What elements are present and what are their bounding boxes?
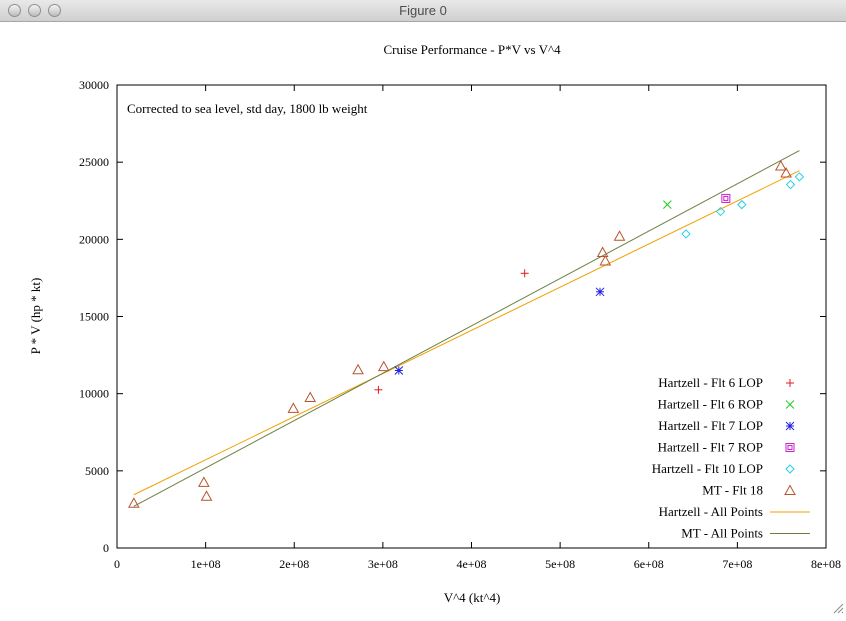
y-axis-label: P * V (hp * kt) bbox=[28, 278, 43, 355]
legend-marker bbox=[784, 484, 796, 495]
data-point bbox=[721, 193, 731, 203]
fit-lines bbox=[133, 150, 800, 507]
legend-marker bbox=[785, 421, 795, 431]
y-tick-label: 10000 bbox=[79, 387, 109, 401]
chart-svg: Cruise Performance - P*V vs V^4 Correcte… bbox=[28, 42, 841, 605]
data-point bbox=[304, 391, 317, 403]
x-tick-label: 8e+08 bbox=[811, 557, 841, 571]
data-point bbox=[374, 385, 383, 394]
axes: 0 1e+08 2e+08 3e+08 4e+08 5e+08 6e+08 7e+08 8e+0… bbox=[79, 78, 841, 571]
resize-grip-icon[interactable] bbox=[832, 602, 844, 614]
data-point bbox=[737, 199, 747, 210]
x-tick-label: 6e+08 bbox=[634, 557, 664, 571]
data-point bbox=[785, 179, 796, 190]
legend-marker bbox=[786, 379, 794, 387]
legend-label: Hartzell - Flt 10 LOP bbox=[652, 461, 763, 476]
data-point bbox=[599, 254, 612, 266]
data-point bbox=[394, 366, 404, 375]
minimize-window-button[interactable] bbox=[28, 4, 41, 17]
x-tick-label: 0 bbox=[114, 557, 120, 571]
x-tick-label: 7e+08 bbox=[722, 557, 752, 571]
data-point bbox=[127, 497, 140, 508]
legend: Hartzell - Flt 6 LOP Hartzell - Flt 6 ROP… bbox=[652, 375, 810, 541]
data-points bbox=[127, 159, 805, 508]
data-point bbox=[715, 206, 726, 217]
data-point bbox=[200, 490, 213, 501]
x-tick-label: 3e+08 bbox=[368, 557, 398, 571]
data-point bbox=[774, 159, 787, 171]
fit-line bbox=[133, 150, 800, 507]
legend-label: MT - All Points bbox=[681, 526, 763, 541]
y-tick-label: 5000 bbox=[85, 464, 109, 478]
plot-area: Cruise Performance - P*V vs V^4 Correcte… bbox=[0, 22, 846, 616]
data-point bbox=[794, 172, 805, 182]
y-tick-label: 20000 bbox=[79, 232, 109, 246]
data-point bbox=[352, 363, 364, 375]
chart-annotation: Corrected to sea level, std day, 1800 lb… bbox=[127, 101, 368, 116]
legend-label: Hartzell - Flt 7 LOP bbox=[658, 418, 763, 433]
data-point bbox=[780, 166, 792, 178]
legend-label: Hartzell - Flt 6 LOP bbox=[658, 375, 763, 390]
legend-label: Hartzell - Flt 6 ROP bbox=[658, 397, 763, 412]
window-titlebar: Figure 0 bbox=[0, 0, 846, 22]
fit-line bbox=[133, 170, 800, 496]
data-point bbox=[377, 360, 390, 372]
x-tick-label: 1e+08 bbox=[191, 557, 221, 571]
chart-title: Cruise Performance - P*V vs V^4 bbox=[383, 42, 561, 57]
legend-label: MT - Flt 18 bbox=[702, 483, 763, 498]
y-tick-label: 25000 bbox=[79, 155, 109, 169]
data-point bbox=[595, 287, 605, 297]
data-point bbox=[681, 229, 691, 239]
data-point bbox=[520, 269, 529, 278]
data-point bbox=[596, 246, 609, 257]
legend-label: Hartzell - All Points bbox=[659, 504, 763, 519]
close-window-button[interactable] bbox=[8, 4, 21, 17]
window-title: Figure 0 bbox=[399, 3, 447, 18]
legend-marker bbox=[785, 464, 795, 474]
data-point bbox=[663, 200, 672, 209]
x-tick-label: 5e+08 bbox=[545, 557, 575, 571]
y-tick-label: 15000 bbox=[79, 310, 109, 324]
x-tick-label: 4e+08 bbox=[456, 557, 486, 571]
zoom-window-button[interactable] bbox=[48, 4, 61, 17]
legend-marker bbox=[785, 443, 795, 452]
x-axis-label: V^4 (kt^4) bbox=[444, 590, 501, 605]
data-point bbox=[287, 402, 300, 413]
x-tick-label: 2e+08 bbox=[279, 557, 309, 571]
data-point bbox=[198, 476, 210, 487]
legend-marker bbox=[785, 400, 795, 409]
y-tick-label: 30000 bbox=[79, 78, 109, 92]
legend-label: Hartzell - Flt 7 ROP bbox=[658, 440, 763, 455]
data-point bbox=[613, 230, 626, 241]
y-tick-label: 0 bbox=[103, 541, 109, 555]
plot-frame bbox=[116, 84, 827, 549]
